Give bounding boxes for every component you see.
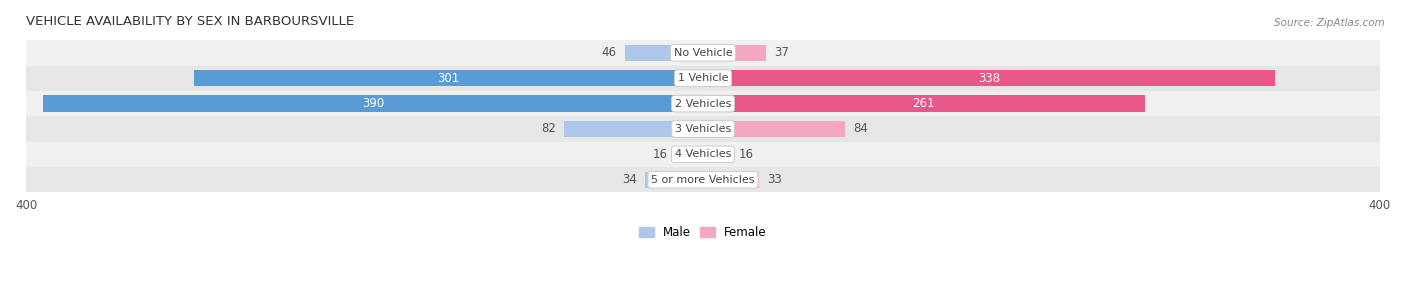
Text: 84: 84 <box>853 122 869 136</box>
Bar <box>27 116 1379 142</box>
Text: 37: 37 <box>775 46 789 59</box>
Text: 2 Vehicles: 2 Vehicles <box>675 99 731 109</box>
Text: 34: 34 <box>621 173 637 186</box>
Text: No Vehicle: No Vehicle <box>673 48 733 58</box>
Text: 4 Vehicles: 4 Vehicles <box>675 149 731 159</box>
Bar <box>703 171 759 188</box>
Bar <box>703 121 845 137</box>
Bar <box>27 142 1379 167</box>
Bar <box>194 70 703 87</box>
Text: Source: ZipAtlas.com: Source: ZipAtlas.com <box>1274 18 1385 28</box>
Text: 301: 301 <box>437 72 460 85</box>
Bar <box>703 45 766 61</box>
Bar <box>27 65 1379 91</box>
Text: 3 Vehicles: 3 Vehicles <box>675 124 731 134</box>
Text: 1 Vehicle: 1 Vehicle <box>678 73 728 83</box>
Bar <box>676 146 703 162</box>
Bar <box>626 45 703 61</box>
Text: 46: 46 <box>602 46 617 59</box>
Bar <box>645 171 703 188</box>
Text: 16: 16 <box>652 148 668 161</box>
Bar <box>27 91 1379 116</box>
Text: VEHICLE AVAILABILITY BY SEX IN BARBOURSVILLE: VEHICLE AVAILABILITY BY SEX IN BARBOURSV… <box>27 15 354 28</box>
Bar <box>44 95 703 112</box>
Text: 390: 390 <box>361 97 384 110</box>
Text: 16: 16 <box>738 148 754 161</box>
Legend: Male, Female: Male, Female <box>634 221 772 244</box>
Bar <box>27 40 1379 65</box>
Bar <box>27 167 1379 192</box>
Text: 338: 338 <box>979 72 1000 85</box>
Text: 5 or more Vehicles: 5 or more Vehicles <box>651 175 755 185</box>
Bar <box>564 121 703 137</box>
Text: 261: 261 <box>912 97 935 110</box>
Text: 33: 33 <box>768 173 782 186</box>
Text: 82: 82 <box>541 122 555 136</box>
Bar <box>703 95 1144 112</box>
Bar <box>703 70 1275 87</box>
Bar <box>703 146 730 162</box>
